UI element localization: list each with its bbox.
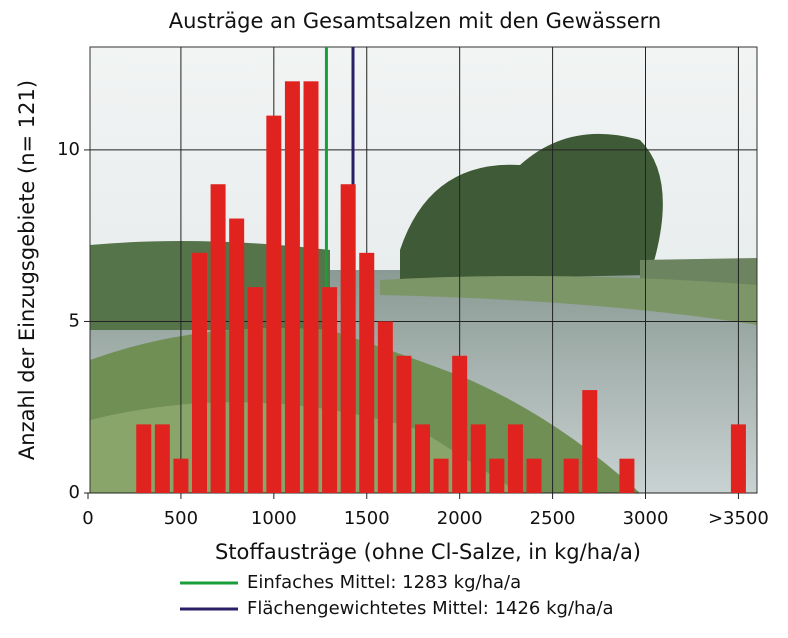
bar <box>730 424 746 493</box>
x-tick-label: 2000 <box>437 508 483 529</box>
bar <box>489 458 505 493</box>
x-tick-label: 1000 <box>251 508 297 529</box>
bar <box>433 458 449 493</box>
bar <box>322 287 338 493</box>
bar <box>340 184 356 493</box>
legend-label: Flächengewichtetes Mittel: 1426 kg/ha/a <box>247 598 614 619</box>
bar <box>192 252 207 493</box>
bar <box>173 458 189 493</box>
x-tick-label: 1500 <box>344 508 390 529</box>
bar <box>563 458 579 493</box>
x-tick-label: 500 <box>164 508 198 529</box>
bar <box>582 390 598 493</box>
x-tick-label: 2500 <box>530 508 576 529</box>
bar <box>247 287 263 493</box>
bar <box>154 424 170 493</box>
x-tick-label: 3000 <box>623 508 669 529</box>
x-tick-label: 0 <box>82 508 93 529</box>
bar <box>303 81 319 494</box>
bar <box>452 355 468 493</box>
bar <box>507 424 523 493</box>
bar <box>210 184 226 493</box>
bar <box>136 424 152 493</box>
y-tick-label: 10 <box>57 139 80 160</box>
bar <box>229 218 245 494</box>
bar <box>396 355 412 493</box>
bar <box>470 424 486 493</box>
y-tick-label: 5 <box>69 310 80 331</box>
y-axis-label: Anzahl der Einzugsgebiete (n= 121) <box>15 80 39 460</box>
bar <box>284 81 300 494</box>
bar <box>619 458 635 493</box>
legend-label: Einfaches Mittel: 1283 kg/ha/a <box>247 572 521 593</box>
y-tick-label: 0 <box>69 482 80 503</box>
bar <box>526 458 542 493</box>
x-tick-label: >3500 <box>708 508 769 529</box>
bar <box>266 115 282 493</box>
bar <box>377 321 393 493</box>
chart-title: Austräge an Gesamtsalzen mit den Gewässe… <box>169 9 661 33</box>
bar <box>415 424 430 493</box>
bar <box>359 252 375 493</box>
x-axis-label: Stoffausträge (ohne Cl-Salze, in kg/ha/a… <box>215 540 641 564</box>
